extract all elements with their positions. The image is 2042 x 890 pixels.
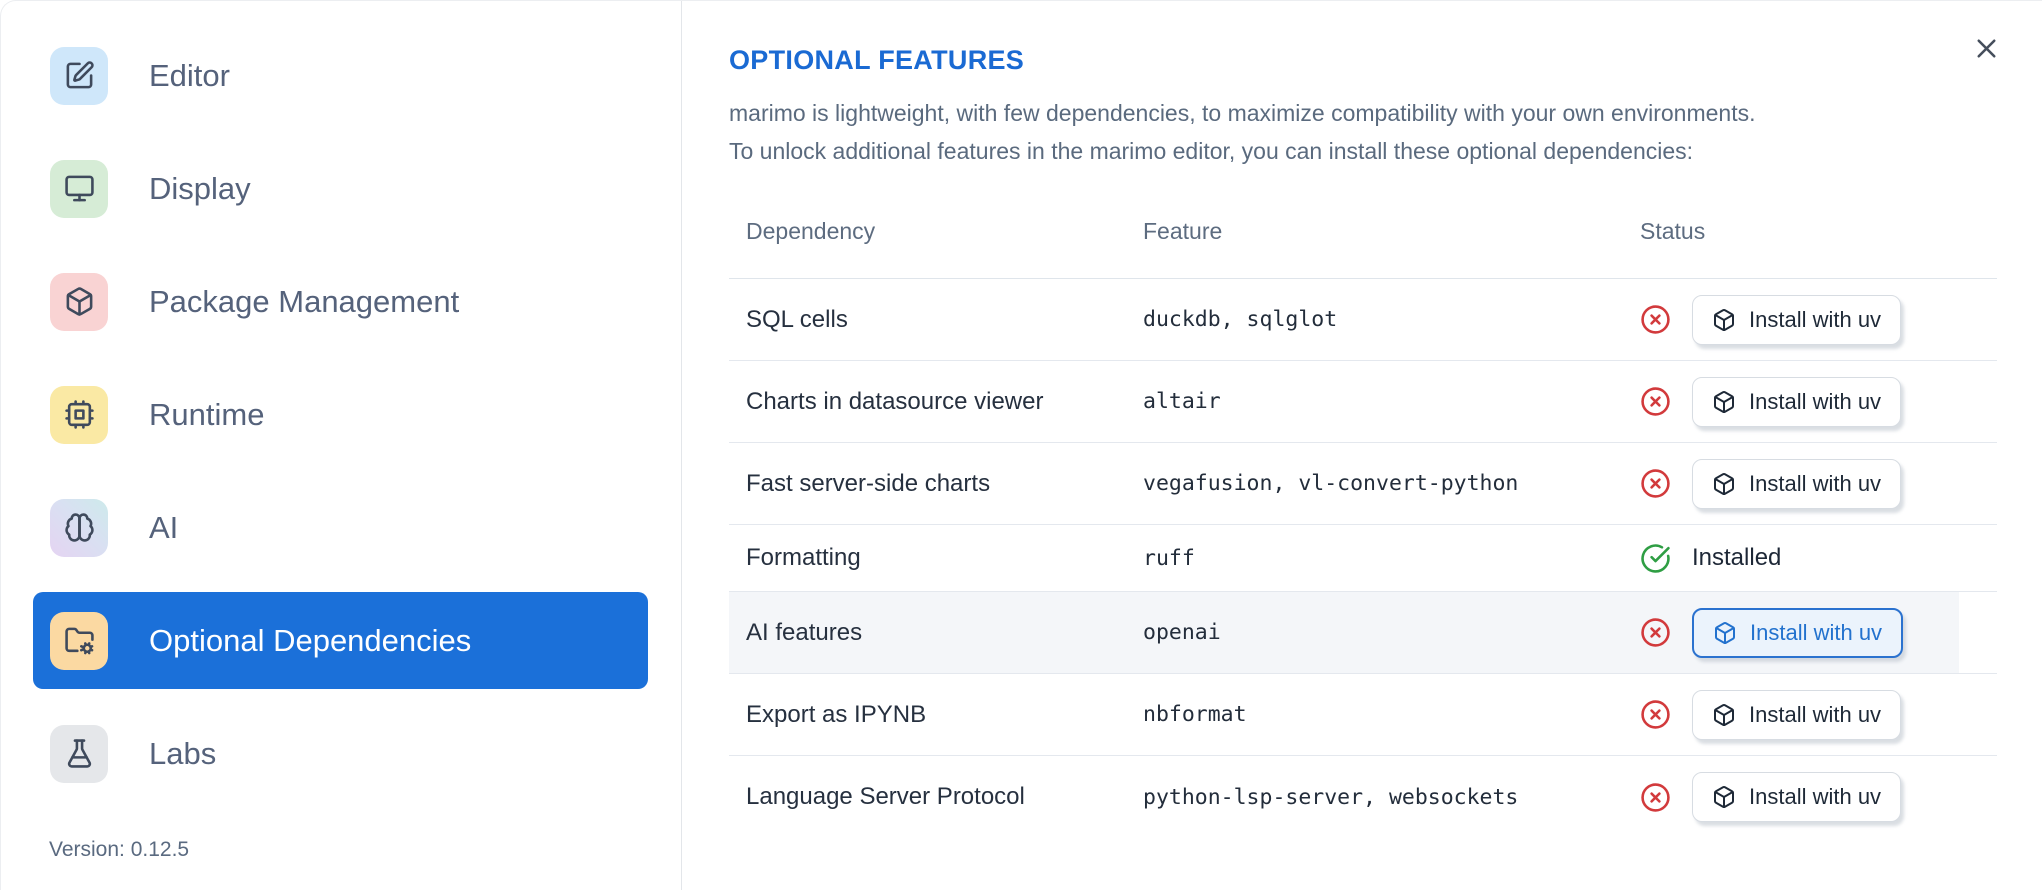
sidebar-item-label: Labs [149, 735, 217, 771]
settings-sidebar: Editor Display Package Management Runtime AI… [1, 1, 682, 890]
install-button-label: Install with uv [1749, 388, 1882, 414]
table-row: Formatting ruff Installed [729, 525, 1997, 592]
circle-x-icon [1640, 699, 1671, 730]
table-header-row: Dependency Feature Status [729, 184, 1997, 279]
description-line: marimo is lightweight, with few dependen… [729, 100, 1756, 126]
status-cell: Install with uv [1640, 689, 1997, 740]
install-button-label: Install with uv [1749, 470, 1882, 496]
sidebar-item-ai[interactable]: AI [33, 479, 648, 576]
dependency-cell: Export as IPYNB [746, 700, 927, 728]
sidebar-item-label: Editor [149, 57, 230, 93]
sidebar-item-runtime[interactable]: Runtime [33, 366, 648, 463]
install-with-uv-button[interactable]: Install with uv [1692, 689, 1902, 740]
package-box-icon [1712, 308, 1736, 332]
package-box-icon [1712, 472, 1736, 496]
description-line: To unlock additional features in the mar… [729, 138, 1694, 164]
dependency-cell: Language Server Protocol [746, 783, 1025, 810]
sidebar-item-label: AI [149, 509, 179, 545]
close-button[interactable] [1971, 31, 2005, 65]
status-cell: Install with uv [1640, 458, 1997, 509]
dependency-cell: Charts in datasource viewer [746, 387, 1044, 415]
folder-cog-icon [50, 611, 108, 670]
circle-check-icon [1640, 543, 1671, 574]
column-header-feature: Feature [1143, 217, 1223, 244]
column-header-status: Status [1640, 217, 1706, 244]
column-header-dependency: Dependency [746, 217, 876, 244]
installed-status-label: Installed [1692, 544, 1782, 571]
install-button-label: Install with uv [1749, 701, 1882, 727]
dependency-cell: SQL cells [746, 305, 848, 333]
sidebar-item-label: Package Management [149, 283, 460, 319]
optional-features-panel: OPTIONAL FEATURES marimo is lightweight,… [682, 1, 2042, 890]
feature-cell: duckdb, sqlglot [1143, 307, 1338, 332]
circle-x-icon [1640, 304, 1671, 335]
status-cell: Install with uv [1640, 294, 1997, 345]
status-cell: Install with uv [1640, 772, 1997, 822]
circle-x-icon [1640, 468, 1671, 499]
feature-cell: vegafusion, vl-convert-python [1143, 471, 1519, 496]
close-icon [1971, 33, 2005, 64]
sidebar-item-optional-dependencies[interactable]: Optional Dependencies [33, 592, 648, 689]
dependencies-table: Dependency Feature Status SQL cells duckd… [729, 184, 1997, 838]
version-label: Version: 0.12.5 [49, 838, 190, 861]
install-button-label: Install with uv [1749, 784, 1882, 809]
feature-cell: python-lsp-server, websockets [1143, 784, 1519, 810]
brain-icon [50, 498, 108, 557]
monitor-icon [50, 159, 108, 218]
cpu-icon [50, 385, 108, 444]
sidebar-item-labs[interactable]: Labs [33, 705, 648, 802]
sidebar-item-package-management[interactable]: Package Management [33, 253, 648, 350]
package-box-icon [1712, 785, 1736, 809]
install-button-label: Install with uv [1750, 619, 1883, 645]
sidebar-item-label: Display [149, 170, 251, 206]
table-row: AI features openai Install with uv [729, 592, 1997, 674]
flask-icon [50, 724, 108, 783]
dependency-cell: Formatting [746, 544, 861, 571]
package-box-icon [1713, 621, 1737, 645]
table-row: Language Server Protocol python-lsp-serve… [729, 756, 1997, 838]
sidebar-item-display[interactable]: Display [33, 140, 648, 237]
table-row: SQL cells duckdb, sqlglot Install with uv [729, 279, 1997, 361]
package-box-icon [1712, 703, 1736, 727]
package-icon [50, 272, 108, 331]
table-row: Export as IPYNB nbformat Install with uv [729, 674, 1997, 756]
install-with-uv-button[interactable]: Install with uv [1692, 772, 1902, 822]
sidebar-item-label: Optional Dependencies [149, 622, 472, 658]
feature-cell: ruff [1143, 545, 1195, 571]
table-row: Charts in datasource viewer altair Install… [729, 361, 1997, 443]
circle-x-icon [1640, 782, 1671, 813]
table-body: SQL cells duckdb, sqlglot Install with uv C… [729, 279, 1997, 838]
table-row: Fast server-side charts vegafusion, vl-co… [729, 443, 1997, 525]
panel-description: marimo is lightweight, with few dependen… [729, 94, 1997, 170]
circle-x-icon [1640, 617, 1671, 648]
circle-x-icon [1640, 386, 1671, 417]
status-cell: Install with uv [1640, 376, 1997, 427]
install-with-uv-button[interactable]: Install with uv [1692, 376, 1902, 427]
sidebar-item-label: Runtime [149, 396, 265, 432]
status-cell: Installed [1640, 543, 1997, 574]
install-with-uv-button[interactable]: Install with uv [1692, 458, 1902, 509]
sidebar-nav: Editor Display Package Management Runtime AI… [1, 27, 681, 802]
install-with-uv-button[interactable]: Install with uv [1692, 607, 1904, 658]
install-with-uv-button[interactable]: Install with uv [1692, 294, 1902, 345]
package-box-icon [1712, 390, 1736, 414]
square-pen-icon [50, 46, 108, 105]
status-cell: Install with uv [1640, 607, 1997, 658]
page-title: OPTIONAL FEATURES [729, 45, 1025, 75]
feature-cell: nbformat [1143, 702, 1247, 727]
feature-cell: altair [1143, 389, 1221, 414]
feature-cell: openai [1143, 620, 1221, 645]
sidebar-item-editor[interactable]: Editor [33, 27, 648, 124]
dependency-cell: AI features [746, 618, 863, 646]
install-button-label: Install with uv [1749, 306, 1882, 332]
dependency-cell: Fast server-side charts [746, 469, 991, 497]
